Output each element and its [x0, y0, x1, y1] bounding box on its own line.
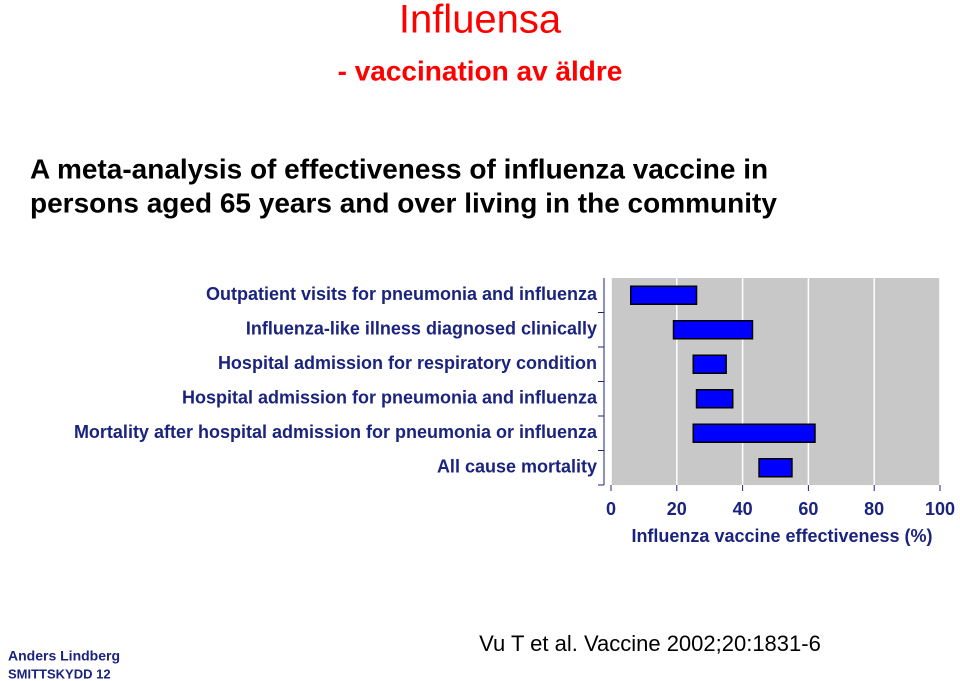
bar [695, 389, 734, 409]
x-tick-label: 100 [925, 499, 955, 519]
y-tick-label: Outpatient visits for pneumonia and infl… [206, 284, 598, 304]
y-tick-label: Hospital admission for pneumonia and inf… [182, 388, 598, 408]
bar [672, 320, 754, 340]
bar [692, 354, 727, 374]
heading-line: A meta-analysis of effectiveness of infl… [30, 153, 768, 184]
author: Anders Lindberg [8, 648, 120, 664]
org: SMITTSKYDD 12 [8, 666, 111, 681]
bar [692, 423, 816, 443]
x-tick-label: 0 [606, 499, 616, 519]
x-axis-label: Influenza vaccine effectiveness (%) [631, 526, 932, 546]
title: Influensa [399, 0, 562, 42]
subtitle: - vaccination av äldre [338, 55, 623, 86]
heading-line: persons aged 65 years and over living in… [30, 187, 777, 218]
x-tick-label: 80 [864, 499, 884, 519]
y-tick-label: Mortality after hospital admission for p… [74, 422, 598, 442]
x-tick-label: 40 [733, 499, 753, 519]
chart: 0 20 40 60 80 100 Influenza vaccine effectiven… [74, 278, 955, 546]
y-tick-label: Hospital admission for respiratory condi… [218, 353, 597, 373]
citation: Vu T et al. Vaccine 2002;20:1831-6 [479, 631, 821, 656]
x-tick-label: 60 [798, 499, 818, 519]
bar [629, 285, 698, 305]
plot-area [611, 278, 940, 485]
y-tick-label: Influenza-like illness diagnosed clinica… [246, 319, 597, 339]
bar [758, 458, 793, 478]
x-tick-label: 20 [667, 499, 687, 519]
y-tick-label: All cause mortality [437, 457, 597, 477]
